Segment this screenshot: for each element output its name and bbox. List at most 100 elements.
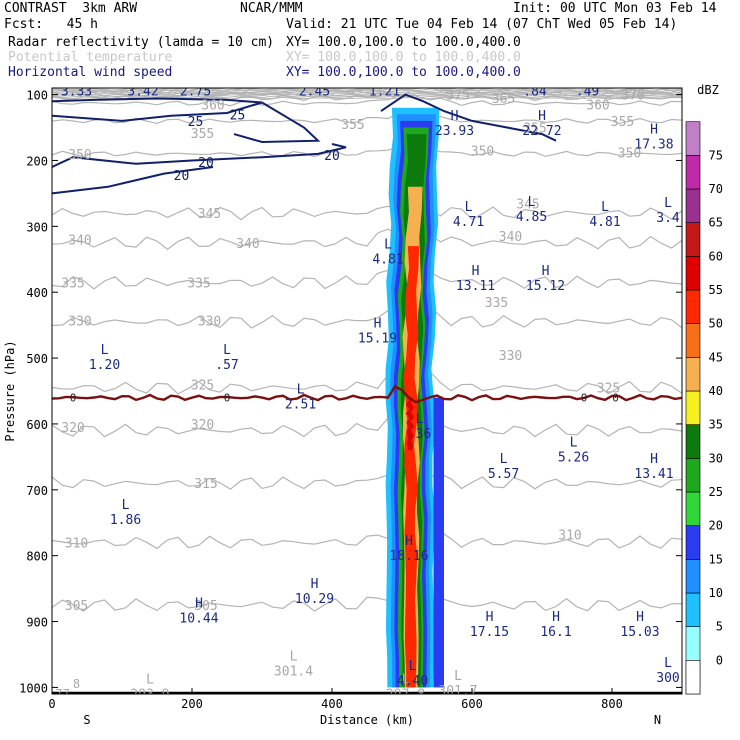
- x-end-label-north: N: [654, 713, 661, 727]
- hl-marker-letter: H: [374, 317, 382, 332]
- wind-speed-label: 20: [198, 156, 214, 171]
- wind-contour: [52, 143, 347, 168]
- theta-line-330: [52, 304, 682, 329]
- hl-marker-value: 2.45: [299, 85, 330, 100]
- wind-contour: [380, 93, 557, 142]
- hl-marker-value: 4.81: [589, 215, 620, 230]
- hl-marker-value: 5.57: [488, 467, 519, 482]
- colorbar-swatch: [685, 390, 701, 425]
- hl-marker-letter: H: [650, 452, 658, 467]
- hl-marker-letter: H: [552, 610, 560, 625]
- hl-marker-value: .57: [215, 358, 238, 373]
- colorbar-level-label: 75: [709, 148, 723, 162]
- x-end-label-south: S: [83, 713, 90, 727]
- theta-upper-band-line: [52, 95, 682, 99]
- x-tick-label: 200: [181, 697, 203, 711]
- colorbar-level-label: 20: [709, 519, 723, 533]
- hl-marker-value: 4.40: [397, 674, 428, 689]
- hl-marker-value: 2.51: [285, 398, 316, 413]
- hl-marker-value: 4.85: [516, 210, 547, 225]
- field-xy-theta: XY= 100.0,100.0 to 100.0,400.0: [286, 50, 521, 65]
- hl-marker-letter: L: [416, 412, 424, 427]
- theta-label: 305: [65, 599, 88, 614]
- wind-contour: [52, 166, 214, 195]
- x-axis-label: Distance (km): [320, 713, 414, 727]
- colorbar-level-label: 50: [709, 317, 723, 331]
- colorbar-level-label: 45: [709, 350, 723, 364]
- y-tick-label: 600: [26, 418, 48, 432]
- hl-marker-value: 4.71: [453, 215, 484, 230]
- field-name-wind: Horizontal wind speed: [8, 65, 173, 80]
- hl-marker-value: 5.26: [558, 450, 589, 465]
- plot-frame: [51, 87, 683, 695]
- hl-marker-letter: L: [139, 70, 147, 85]
- colorbar-swatch: [685, 121, 701, 156]
- colorbar-level-label: 15: [709, 552, 723, 566]
- hl-marker-value: 10.44: [179, 612, 218, 627]
- hl-marker-value: .36: [408, 427, 431, 442]
- colorbar-level-label: 40: [709, 384, 723, 398]
- theta-line-345: [52, 199, 682, 221]
- hl-marker-letter: H: [451, 109, 459, 124]
- hl-marker-value: 13.41: [634, 467, 673, 482]
- hl-marker-letter: H: [405, 534, 413, 549]
- hl-marker-letter: H: [472, 264, 480, 279]
- field-name-reflectivity: Radar reflectivity (lamda = 10 cm): [8, 35, 275, 50]
- theta-line-335: [52, 265, 682, 290]
- freezing-level-label: 0: [581, 392, 588, 405]
- colorbar-level-label: 25: [709, 485, 723, 499]
- theta-label: 320: [61, 421, 84, 436]
- hl-marker-value: 15.12: [526, 279, 565, 294]
- colorbar-swatch: [685, 289, 701, 324]
- hl-marker-value: 300: [656, 671, 679, 686]
- theta-upper-band-line: [52, 89, 682, 93]
- hl-marker-letter: H: [650, 122, 658, 137]
- theta-label: 355: [191, 127, 214, 142]
- y-tick-label: 900: [26, 616, 48, 630]
- hl-marker-letter: H: [486, 610, 494, 625]
- theta-label: 375: [446, 89, 469, 104]
- hl-marker-value: 10.29: [295, 592, 334, 607]
- hl-marker-letter: L: [402, 672, 410, 687]
- y-tick-label: 200: [26, 154, 48, 168]
- field-xy-wind: XY= 100.0,100.0 to 100.0,400.0: [286, 65, 521, 80]
- hl-marker-value: 3.42: [127, 85, 158, 100]
- y-axis-label: Pressure (hPa): [3, 340, 17, 441]
- forecast-hour: Fcst: 45 h: [4, 17, 98, 32]
- theta-line-340: [52, 221, 682, 251]
- colorbar-swatch: [685, 458, 701, 493]
- colorbar-level-label: 70: [709, 182, 723, 196]
- theta-label: 365: [492, 92, 515, 107]
- theta-upper-band-line: [52, 93, 682, 97]
- hl-marker-letter: L: [584, 70, 592, 85]
- y-tick-label: 700: [26, 484, 48, 498]
- hl-marker-value: 3.33: [61, 85, 92, 100]
- institution-label: NCAR/MMM: [240, 1, 303, 16]
- theta-label: 330: [198, 315, 221, 330]
- hl-marker-value: 1.21: [369, 85, 400, 100]
- colorbar-swatch: [685, 525, 701, 560]
- hl-marker-value: 4.81: [372, 253, 403, 268]
- field-name-theta: Potential temperature: [8, 50, 173, 65]
- theta-label: 320: [191, 418, 214, 433]
- theta-line-355: [52, 109, 682, 125]
- theta-label: 345: [516, 197, 539, 212]
- colorbar-level-label: 35: [709, 418, 723, 432]
- hl-marker-value: 17.38: [634, 137, 673, 152]
- theta-label: 315: [194, 477, 217, 492]
- wind-contour: [233, 101, 321, 144]
- theta-line-320: [52, 412, 682, 438]
- hl-marker-letter: L: [409, 659, 417, 674]
- x-tick-label: 600: [461, 697, 483, 711]
- wind-speed-label: 20: [174, 169, 190, 184]
- hl-marker-letter: L: [192, 70, 200, 85]
- theta-label: 360: [201, 98, 224, 113]
- valid-time: Valid: 21 UTC Tue 04 Feb 14 (07 ChT Wed …: [286, 17, 678, 32]
- hl-marker-value: 1.86: [110, 513, 141, 528]
- hl-marker-value: 297.8: [386, 687, 425, 702]
- freezing-level-label: 0: [612, 392, 619, 405]
- theta-label: 335: [61, 276, 84, 291]
- colorbar-level-label: 65: [709, 216, 723, 230]
- theta-label: 360: [586, 98, 609, 113]
